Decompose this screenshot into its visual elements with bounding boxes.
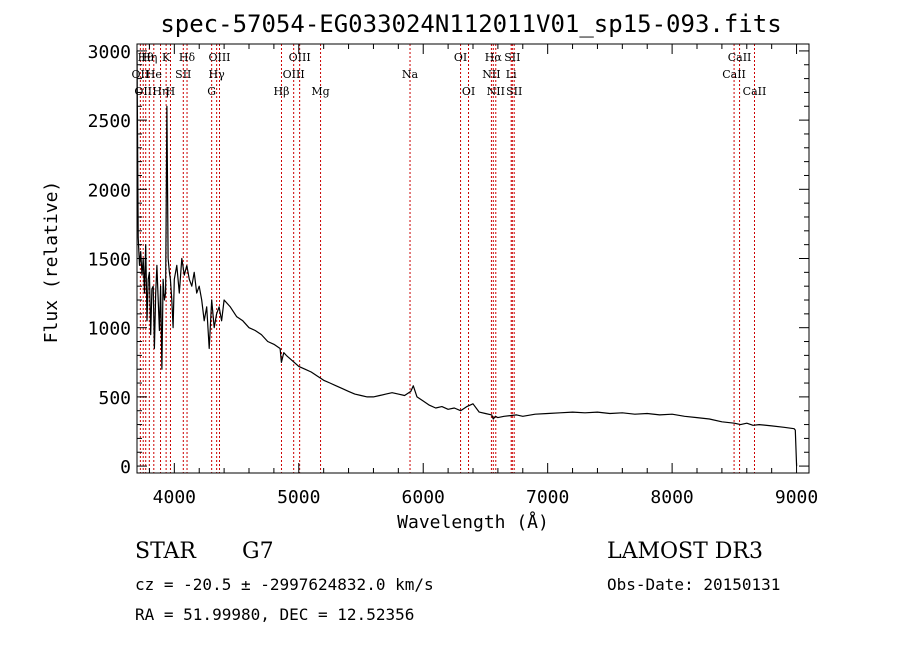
line-marker-label: SII	[504, 51, 520, 64]
line-marker-label: OIII	[283, 68, 305, 81]
line-marker-label: CaII	[743, 85, 767, 98]
line-marker-label: K	[162, 51, 171, 64]
line-marker-label: OI	[462, 85, 475, 98]
redshift-readout: cz = -20.5 ± -2997624832.0 km/s	[135, 575, 434, 594]
y-tick-label: 2000	[88, 180, 131, 201]
y-tick-label: 1500	[88, 250, 131, 271]
line-marker-label: NII	[482, 68, 500, 81]
line-marker-label: OI	[454, 51, 467, 64]
y-tick-label: 3000	[88, 42, 131, 63]
x-axis-label: Wavelength (Å)	[397, 511, 549, 533]
line-marker-label: Hθ	[138, 51, 155, 64]
x-tick-label: 6000	[402, 487, 445, 508]
line-marker-label: Na	[402, 68, 419, 81]
y-tick-label: 2500	[88, 111, 131, 132]
line-markers	[139, 44, 755, 473]
line-marker-label: Hη	[141, 51, 157, 64]
line-marker-label: NII	[487, 85, 505, 98]
line-marker-label: OII	[132, 68, 150, 81]
x-tick-label: 5000	[277, 487, 320, 508]
line-marker-label: SII	[175, 68, 191, 81]
x-tick-label: 7000	[526, 487, 569, 508]
y-axis-label: Flux (relative)	[41, 181, 62, 344]
axis-ticks: 4000 5000 6000 7000 8000 9000 0 500 1000 1500 2000…	[88, 42, 819, 508]
y-tick-label: 500	[98, 388, 131, 409]
spectrum-series	[136, 50, 798, 467]
line-marker-label: H	[166, 85, 176, 98]
plot-frame	[136, 43, 810, 474]
line-marker-label: CaII	[728, 51, 752, 64]
spectral-class: STAR	[135, 539, 196, 564]
y-tick-label: 0	[120, 457, 131, 478]
line-marker-labels: OIIOIIHθHηHeHηKHSIIHδGHγOIIIHβOIIIOIIIMg…	[132, 51, 767, 98]
observation-date: Obs-Date: 20150131	[607, 575, 781, 594]
spectrum-chart: spec-57054-EG033024N112011V01_sp15-093.f…	[41, 10, 819, 533]
line-marker-label: Li	[506, 68, 517, 81]
line-marker-label: OIII	[289, 51, 311, 64]
x-tick-label: 4000	[153, 487, 196, 508]
x-tick-label: 9000	[775, 487, 818, 508]
line-marker-label: SII	[506, 85, 522, 98]
line-marker-label: CaII	[722, 68, 746, 81]
line-marker-label: OII	[134, 85, 152, 98]
y-tick-label: 1000	[88, 319, 131, 340]
chart-title: spec-57054-EG033024N112011V01_sp15-093.f…	[160, 10, 781, 38]
sky-coordinates: RA = 51.99980, DEC = 12.52356	[135, 605, 415, 624]
line-marker-label: Hβ	[274, 85, 290, 98]
spectrum-line	[136, 50, 798, 467]
line-marker-label: G	[207, 85, 216, 98]
survey-name: LAMOST DR3	[607, 539, 763, 564]
line-marker-label: Hδ	[179, 51, 196, 64]
line-marker-label: He	[146, 68, 162, 81]
line-marker-label: Hγ	[209, 68, 226, 81]
line-marker-label: Hη	[152, 85, 168, 98]
line-marker-label: Hα	[485, 51, 503, 64]
x-tick-label: 8000	[650, 487, 693, 508]
line-marker-label: Mg	[311, 85, 329, 98]
spectral-subclass: G7	[242, 539, 274, 564]
line-marker-label: OIII	[208, 51, 230, 64]
